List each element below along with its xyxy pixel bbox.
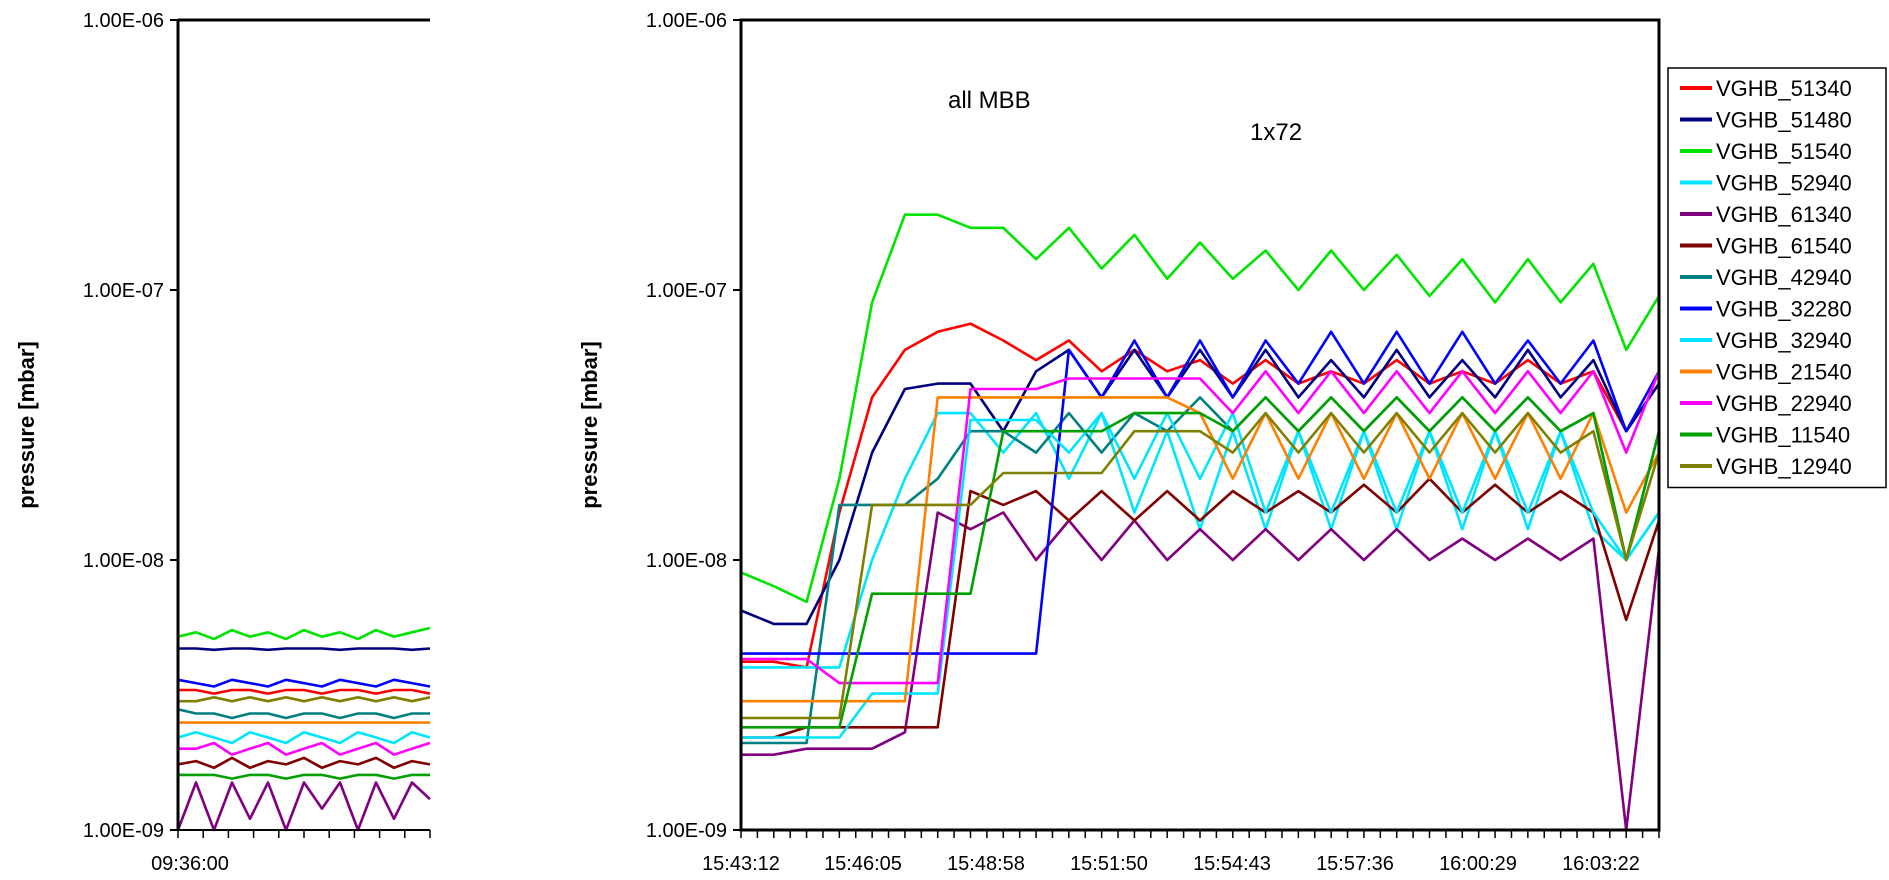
series-line-right-4 xyxy=(741,411,1661,669)
legend-label: VGHB_21540 xyxy=(1716,360,1852,385)
legend-label: VGHB_12940 xyxy=(1716,454,1852,479)
annotation-label: all MBB xyxy=(948,87,1031,114)
series-line-right-9 xyxy=(741,411,1661,739)
series-line-left-2 xyxy=(178,647,431,652)
series-line-left-12 xyxy=(176,781,431,832)
series-line-right-2 xyxy=(740,348,1661,626)
y-tick-label: 1.00E-07 xyxy=(83,280,164,302)
y-tick-label: 1.00E-09 xyxy=(646,820,727,842)
series-line-right-3 xyxy=(740,213,1661,604)
legend: VGHB_51340 VGHB_51480 VGHB_51540 VGHB_52940… xyxy=(1667,67,1887,489)
legend-label: VGHB_22940 xyxy=(1716,391,1852,416)
y-tick-label: 1.00E-08 xyxy=(83,550,164,572)
legend-label: VGHB_51340 xyxy=(1716,76,1852,101)
series-line-left-6 xyxy=(177,708,430,720)
legend-label: VGHB_51540 xyxy=(1716,139,1852,164)
series-line-left-4 xyxy=(178,688,431,695)
x-tick-label: 15:48:58 xyxy=(947,853,1025,875)
y-axis-label: pressure [mbar] xyxy=(14,341,39,509)
x-tick-label: 09:36:00 xyxy=(151,853,229,875)
legend-label: VGHB_61340 xyxy=(1716,202,1852,227)
series-line-right-13 xyxy=(741,411,1661,720)
x-tick-label: 16:03:22 xyxy=(1562,853,1640,875)
series-line-right-10 xyxy=(741,396,1661,703)
series-line-right-5 xyxy=(741,511,1661,832)
series-line-right-6 xyxy=(741,477,1661,739)
legend-label: VGHB_61540 xyxy=(1716,234,1852,259)
left-chart-panel: 1.00E-06 1.00E-07 1.00E-08 1.00E-09 09:36:00… xyxy=(14,10,431,875)
series-line-left-11 xyxy=(178,773,430,780)
series-line-left-10 xyxy=(177,756,431,770)
x-tick-label: 15:51:50 xyxy=(1070,853,1148,875)
series-line-right-1 xyxy=(741,322,1661,669)
series-line-right-12 xyxy=(741,396,1661,729)
x-tick-label: 15:57:36 xyxy=(1316,853,1394,875)
y-tick-label: 1.00E-08 xyxy=(646,550,727,572)
series-line-left-9 xyxy=(178,741,431,756)
x-tick-label: 15:54:43 xyxy=(1193,853,1271,875)
legend-label: VGHB_51480 xyxy=(1716,108,1852,133)
series-line-right-8 xyxy=(741,330,1661,655)
x-tick-label: 15:43:12 xyxy=(702,853,780,875)
legend-label: VGHB_32940 xyxy=(1716,328,1852,353)
legend-label: VGHB_42940 xyxy=(1716,265,1852,290)
series-line-left-5 xyxy=(178,696,431,703)
y-tick-label: 1.00E-07 xyxy=(646,280,727,302)
x-tick-label: 16:00:29 xyxy=(1439,853,1517,875)
legend-label: VGHB_32280 xyxy=(1716,297,1852,322)
series-line-left-3 xyxy=(177,678,431,688)
y-tick-label: 1.00E-09 xyxy=(83,820,164,842)
y-axis-label: pressure [mbar] xyxy=(577,341,602,509)
legend-label: VGHB_11540 xyxy=(1716,423,1850,448)
x-tick-label: 15:46:05 xyxy=(824,853,902,875)
right-chart-panel: 1.00E-06 1.00E-07 1.00E-08 1.00E-09 15:43:12… xyxy=(577,10,1661,875)
series-line-left-8 xyxy=(177,731,431,745)
series-line-right-11 xyxy=(741,370,1661,685)
legend-label: VGHB_52940 xyxy=(1716,171,1852,196)
series-line-right-7 xyxy=(741,396,1661,745)
series-line-left-1 xyxy=(177,626,431,641)
y-tick-label: 1.00E-06 xyxy=(83,10,164,32)
annotation-label: 1x72 xyxy=(1250,119,1302,146)
y-tick-label: 1.00E-06 xyxy=(646,10,727,32)
